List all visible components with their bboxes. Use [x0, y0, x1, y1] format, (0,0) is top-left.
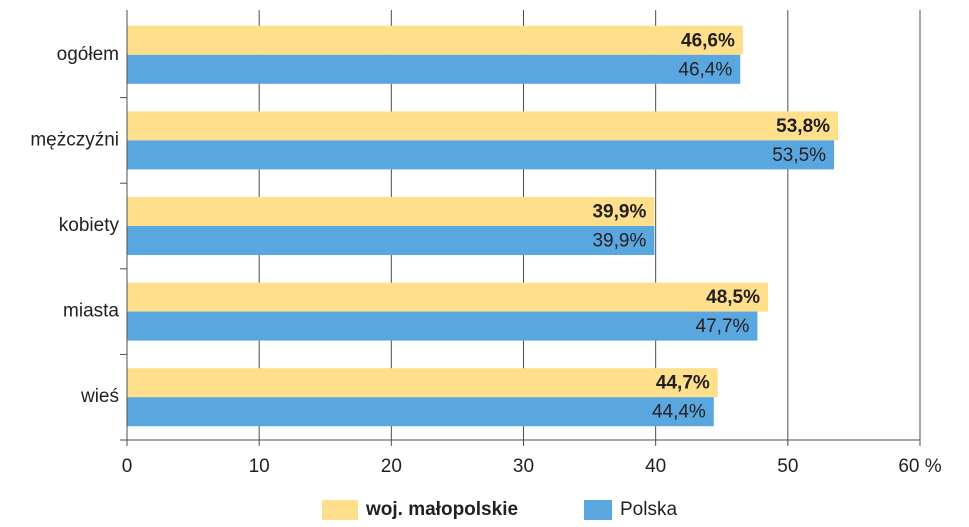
bar [127, 197, 655, 226]
value-label: 39,9% [592, 202, 646, 223]
y-tick-label: wieś [80, 386, 119, 407]
x-tick-label: 30 [513, 456, 534, 477]
value-label: 46,4% [678, 59, 732, 80]
x-tick-label: 60 % [898, 456, 941, 477]
legend-label: woj. małopolskie [365, 499, 518, 520]
bar [127, 226, 655, 255]
legend-swatch [584, 500, 612, 520]
bar [127, 368, 718, 398]
bar [127, 282, 769, 312]
value-label: 39,9% [592, 231, 646, 252]
bar [127, 25, 743, 55]
value-label: 48,5% [706, 287, 760, 308]
x-tick-label: 0 [122, 456, 133, 477]
y-tick-label: ogółem [57, 44, 119, 65]
legend-label: Polska [620, 499, 677, 520]
legend-swatch [322, 500, 358, 520]
bar [127, 397, 714, 427]
y-tick-label: mężczyźni [30, 129, 119, 150]
x-tick-label: 40 [645, 456, 666, 477]
value-label: 46,6% [681, 30, 735, 51]
y-tick-label: kobiety [59, 215, 120, 236]
x-tick-label: 20 [381, 456, 402, 477]
bar [127, 54, 741, 84]
bar [127, 111, 839, 141]
value-label: 47,7% [696, 316, 750, 337]
bar [127, 140, 835, 170]
value-label: 53,8% [776, 116, 830, 137]
x-tick-label: 50 [777, 456, 798, 477]
value-label: 44,4% [652, 402, 706, 423]
x-tick-label: 10 [249, 456, 270, 477]
bar [127, 311, 758, 341]
y-tick-label: miasta [63, 301, 119, 322]
value-label: 53,5% [772, 145, 826, 166]
value-label: 44,7% [656, 373, 710, 394]
